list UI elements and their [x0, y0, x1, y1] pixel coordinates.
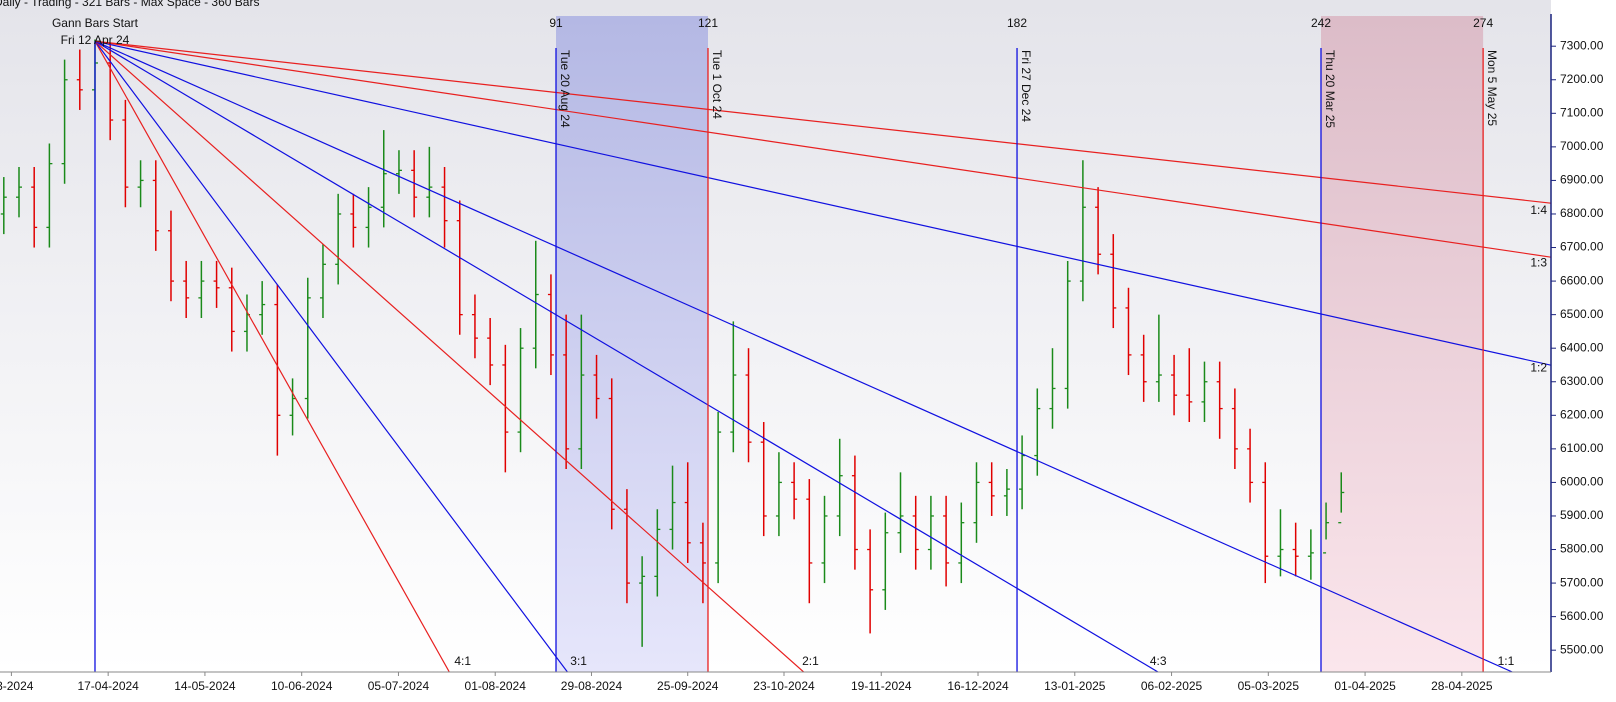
- start-label: Fri 12 Apr 24: [61, 33, 130, 47]
- x-tick-label: 17-04-2024: [77, 679, 139, 693]
- marker-date: Fri 27 Dec 24: [1019, 50, 1033, 122]
- shaded-zone: [556, 16, 708, 672]
- x-tick-label: 05-07-2024: [368, 679, 430, 693]
- marker-bar-number: 242: [1311, 16, 1331, 30]
- x-tick-label: 06-02-2025: [1141, 679, 1203, 693]
- x-tick-label: 16-12-2024: [947, 679, 1009, 693]
- x-tick-label: 25-09-2024: [657, 679, 719, 693]
- y-tick-label: 6000.00: [1560, 475, 1604, 489]
- y-tick-label: 5700.00: [1560, 575, 1604, 589]
- marker-date: Tue 20 Aug 24: [558, 50, 572, 128]
- marker-bar-number: 121: [698, 16, 718, 30]
- marker-date: Tue 1 Oct 24: [710, 50, 724, 119]
- x-tick-label: 23-10-2024: [753, 679, 815, 693]
- y-tick-label: 6800.00: [1560, 206, 1604, 220]
- annotations: 91 Tue 20 Aug 24 121 Tue 1 Oct 24 182 Fri 27 …: [52, 16, 1547, 672]
- y-tick-label: 6500.00: [1560, 307, 1604, 321]
- x-tick-label: 10-06-2024: [271, 679, 333, 693]
- x-tick-label: 19-11-2024: [851, 679, 912, 693]
- marker-bar-number: 182: [1007, 16, 1027, 30]
- x-tick-label: 01-04-2025: [1334, 679, 1396, 693]
- y-tick-label: 6700.00: [1560, 240, 1604, 254]
- plot-background: [0, 0, 1551, 672]
- y-tick-label: 5500.00: [1560, 642, 1604, 656]
- marker-bar-number: 274: [1473, 16, 1493, 30]
- fan-line: [94, 40, 1159, 672]
- fan-line: [94, 40, 1551, 204]
- start-title: Gann Bars Start: [52, 16, 139, 30]
- fan-label: 4:1: [454, 654, 471, 668]
- y-tick-label: 6100.00: [1560, 441, 1604, 455]
- fan-line: [94, 40, 450, 672]
- fan-label: 1:2: [1530, 360, 1547, 374]
- y-tick-label: 5900.00: [1560, 508, 1604, 522]
- fan-label: 1:4: [1530, 203, 1547, 217]
- fan-line: [94, 40, 1551, 366]
- x-tick-label: 14-05-2024: [174, 679, 236, 693]
- y-tick-label: 6400.00: [1560, 340, 1604, 354]
- x-tick-label: 13-01-2025: [1044, 679, 1106, 693]
- axis-background: [0, 672, 1551, 702]
- fan-line: [94, 40, 568, 672]
- y-tick-label: 7200.00: [1560, 72, 1604, 86]
- fan-label: 1:3: [1530, 255, 1547, 269]
- shaded-zone: [1320, 16, 1484, 672]
- fan-line: [94, 40, 1551, 258]
- x-tick-label: 28-04-2025: [1431, 679, 1493, 693]
- y-tick-label: 6900.00: [1560, 173, 1604, 187]
- x-tick-label: 05-03-2025: [1238, 679, 1300, 693]
- fan-line: [94, 40, 805, 672]
- y-tick-label: 7100.00: [1560, 105, 1604, 119]
- marker-date: Mon 5 May 25: [1485, 50, 1499, 126]
- fan-label: 3:1: [570, 654, 587, 668]
- fan-line: [94, 40, 1513, 672]
- x-tick-label: 01-08-2024: [465, 679, 527, 693]
- x-tick-label: 29-08-2024: [561, 679, 623, 693]
- y-tick-label: 7000.00: [1560, 139, 1604, 153]
- y-tick-label: 5800.00: [1560, 542, 1604, 556]
- fan-label: 1:1: [1498, 654, 1515, 668]
- y-tick-label: 6300.00: [1560, 374, 1604, 388]
- y-tick-label: 5600.00: [1560, 609, 1604, 623]
- marker-bar-number: 91: [549, 16, 563, 30]
- y-tick-label: 6600.00: [1560, 273, 1604, 287]
- header: Daily - Trading - 321 Bars - Max Space -…: [0, 0, 259, 9]
- axis-background: [1551, 0, 1616, 702]
- plot: [0, 39, 1551, 672]
- fan-label: 4:3: [1150, 654, 1167, 668]
- y-tick-label: 7300.00: [1560, 38, 1604, 52]
- marker-date: Thu 20 Mar 25: [1323, 50, 1337, 128]
- x-tick-label: 03-2024: [0, 679, 34, 693]
- y-tick-label: 6200.00: [1560, 407, 1604, 421]
- fan-label: 2:1: [802, 654, 819, 668]
